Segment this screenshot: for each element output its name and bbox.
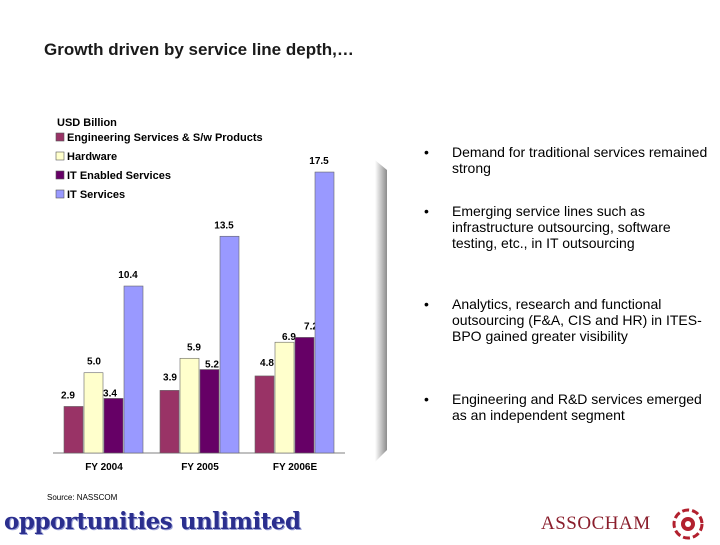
unit-label: USD Billion: [57, 117, 117, 129]
bar-value-label: 3.9: [163, 372, 177, 383]
bullet-text: Engineering and R&D services emerged as …: [452, 391, 702, 423]
legend-label: IT Enabled Services: [67, 170, 171, 182]
bar: [123, 285, 144, 454]
legend-label: Engineering Services & S/w Products: [67, 132, 263, 144]
source-note: Source: NASSCOM: [47, 493, 118, 502]
bar-value-label: 10.4: [118, 270, 138, 281]
bullet-text: Analytics, research and functional outso…: [452, 296, 702, 344]
bullet-text: Demand for traditional services remained…: [452, 144, 708, 176]
bullet-dot: •: [424, 144, 429, 160]
bar: [294, 337, 315, 454]
bar-value-label: 4.8: [260, 358, 274, 369]
legend-label: Hardware: [67, 151, 117, 163]
legend-swatch: [55, 170, 65, 180]
bullet-text: Emerging service lines such as infrastru…: [452, 203, 671, 251]
assocham-logo: ASSOCHAM: [541, 513, 651, 534]
bar: [199, 369, 220, 454]
page-title: Growth driven by service line depth,…: [44, 40, 354, 59]
bar: [159, 390, 180, 454]
bar: [63, 406, 84, 454]
bar: [179, 357, 200, 454]
bullet-dot: •: [424, 391, 429, 407]
bar-value-label: 13.5: [214, 220, 234, 231]
x-tick-label: FY 2004: [85, 462, 123, 473]
assocham-emblem-icon: [672, 508, 704, 540]
bar: [254, 375, 275, 454]
bar-value-label: 5.9: [187, 342, 201, 353]
legend-label: IT Services: [67, 189, 125, 201]
bar: [314, 171, 335, 454]
legend-swatch: [55, 189, 65, 199]
bullet-dot: •: [424, 203, 429, 219]
opportunities-unlimited-logo: opportunities unlimited: [4, 508, 301, 535]
x-tick-label: FY 2006E: [273, 462, 318, 473]
legend-swatch: [55, 132, 65, 142]
bar: [83, 372, 104, 454]
bar-value-label: 7.2: [304, 321, 318, 332]
bar-value-label: 5.0: [87, 357, 101, 368]
bar-value-label: 3.4: [103, 388, 117, 399]
bar-value-label: 2.9: [61, 390, 75, 401]
legend-swatch: [55, 151, 65, 161]
bullet-item: • Demand for traditional services remain…: [420, 144, 710, 176]
bar: [219, 235, 240, 454]
bullet-item: • Engineering and R&D services emerged a…: [420, 391, 710, 423]
bar-value-label: 5.2: [205, 360, 219, 371]
bullet-item: • Emerging service lines such as infrast…: [420, 203, 710, 251]
x-tick-label: FY 2005: [181, 462, 219, 473]
bar-value-label: 6.9: [282, 332, 296, 343]
bar: [103, 398, 124, 454]
bar-value-label: 17.5: [309, 156, 329, 167]
bullet-dot: •: [424, 296, 429, 312]
bar: [274, 341, 295, 454]
bullet-item: • Analytics, research and functional out…: [420, 296, 710, 344]
